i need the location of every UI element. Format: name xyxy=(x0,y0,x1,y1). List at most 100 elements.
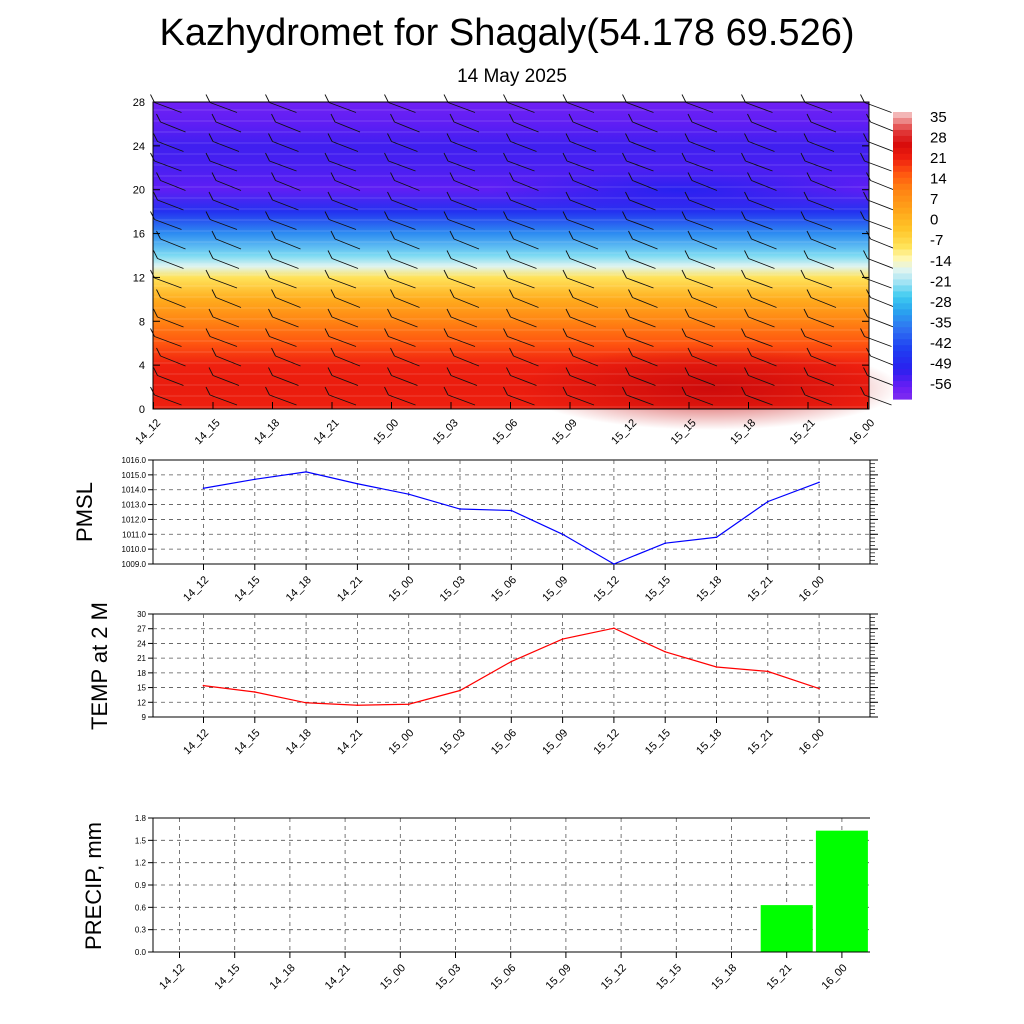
colorbar-swatch xyxy=(893,177,912,185)
precipitation-chart: 0.0 0.3 0.6 0.9 1.2 1.5 1.8 14_12 14_15 14_18 14_2… xyxy=(81,814,870,992)
wind-barb xyxy=(625,133,630,142)
wind-barb xyxy=(687,230,693,240)
wind-barb xyxy=(331,375,359,386)
wind-barb xyxy=(569,141,597,152)
wind-barb xyxy=(741,386,746,396)
colorbar-swatch xyxy=(893,112,912,119)
wind-barb xyxy=(867,375,894,386)
colorbar-swatch xyxy=(893,147,912,155)
wind-barb xyxy=(626,277,654,289)
wind-barb xyxy=(446,250,452,259)
wind-barb xyxy=(208,133,214,142)
wind-barb xyxy=(513,297,539,308)
x-tick-label: 15_06 xyxy=(489,574,519,604)
wind-barb xyxy=(265,94,270,103)
x-tick-label: 14_15 xyxy=(232,727,262,757)
y-tick-label: 1011.0 xyxy=(122,530,146,539)
wind-barb xyxy=(450,375,478,386)
wind-barb xyxy=(394,297,420,308)
wind-barb xyxy=(212,141,240,152)
wind-barb xyxy=(271,347,276,357)
wind-barb xyxy=(503,152,508,162)
wind-barb xyxy=(268,191,273,201)
wind-barb xyxy=(745,102,773,113)
colorbar-label: -42 xyxy=(930,335,952,352)
wind-barb xyxy=(334,121,361,133)
colorbar-swatch xyxy=(893,393,912,400)
x-tick-label: 14_15 xyxy=(212,962,242,992)
wind-barb xyxy=(327,308,333,318)
colorbar-swatch xyxy=(893,315,912,322)
colorbar-label: -28 xyxy=(930,294,952,311)
wind-barb xyxy=(387,133,392,142)
wind-barb xyxy=(628,289,633,298)
wind-barb xyxy=(803,250,809,259)
wind-barb xyxy=(503,269,508,279)
wind-barb xyxy=(629,199,656,211)
wind-barb xyxy=(572,121,599,133)
colorbar-swatch xyxy=(893,123,912,131)
wind-barb xyxy=(388,277,416,289)
y-tick-label: 1009.0 xyxy=(122,560,147,569)
colorbar-swatch xyxy=(893,345,912,352)
wind-barb xyxy=(867,258,894,269)
data-point xyxy=(459,689,461,692)
x-tick-label: 15_03 xyxy=(438,727,468,757)
heatmap-x-tick-label: 14_18 xyxy=(252,417,282,447)
wind-barb xyxy=(870,121,896,133)
wind-barb xyxy=(803,133,809,142)
wind-barb xyxy=(685,277,714,289)
wind-barb xyxy=(157,316,184,328)
wind-barb xyxy=(208,367,214,376)
wind-barb xyxy=(870,180,896,191)
wind-barb xyxy=(390,230,395,240)
wind-barb xyxy=(863,250,868,259)
wind-barb xyxy=(566,336,595,347)
wind-barb xyxy=(807,258,835,269)
wind-barb xyxy=(747,113,752,123)
wind-barb xyxy=(691,180,718,191)
wind-barb xyxy=(562,269,568,279)
wind-barb xyxy=(807,316,835,328)
wind-barb xyxy=(446,133,452,142)
wind-barb xyxy=(265,328,270,337)
wind-barb xyxy=(394,238,420,250)
wind-barb xyxy=(751,297,777,308)
wind-barb xyxy=(748,375,775,386)
wind-barb xyxy=(271,289,276,298)
wind-barb xyxy=(804,394,833,406)
wind-barb xyxy=(446,308,452,318)
data-point xyxy=(561,638,564,640)
heatmap-x-tick-label: 15_00 xyxy=(371,417,401,447)
colorbar-label: -35 xyxy=(930,314,952,331)
wind-barb xyxy=(328,394,357,406)
colorbar-label: -21 xyxy=(930,273,952,290)
colorbar-swatch xyxy=(893,381,912,388)
wind-barb xyxy=(860,269,865,279)
x-tick-label: 15_18 xyxy=(709,962,739,992)
wind-barb xyxy=(622,328,627,337)
data-point xyxy=(356,482,359,485)
colorbar-swatch xyxy=(893,249,912,257)
wind-barb xyxy=(447,336,476,347)
wind-barb xyxy=(391,375,418,386)
wind-barb xyxy=(506,250,511,259)
colorbar-label: 0 xyxy=(930,212,938,229)
colorbar-swatch xyxy=(893,231,912,239)
wind-barb xyxy=(860,94,865,103)
wind-barb xyxy=(681,211,687,220)
wind-barb xyxy=(157,375,184,386)
wind-barb xyxy=(453,180,480,191)
wind-barb xyxy=(391,258,418,269)
wind-barb xyxy=(330,289,336,298)
wind-barb xyxy=(572,238,599,250)
x-tick-label: 15_00 xyxy=(386,727,416,757)
colorbar-swatch xyxy=(893,297,912,304)
wind-barb xyxy=(568,113,574,123)
wind-barb xyxy=(687,113,693,123)
wind-barb xyxy=(156,347,161,357)
heatmap-chart: 0 4 8 12 16 20 24 28 14_12 14_15 14_18 14_21 15_00 15… xyxy=(133,94,900,447)
wind-barb xyxy=(684,250,690,259)
data-point xyxy=(254,691,256,693)
wind-barb xyxy=(566,160,595,172)
